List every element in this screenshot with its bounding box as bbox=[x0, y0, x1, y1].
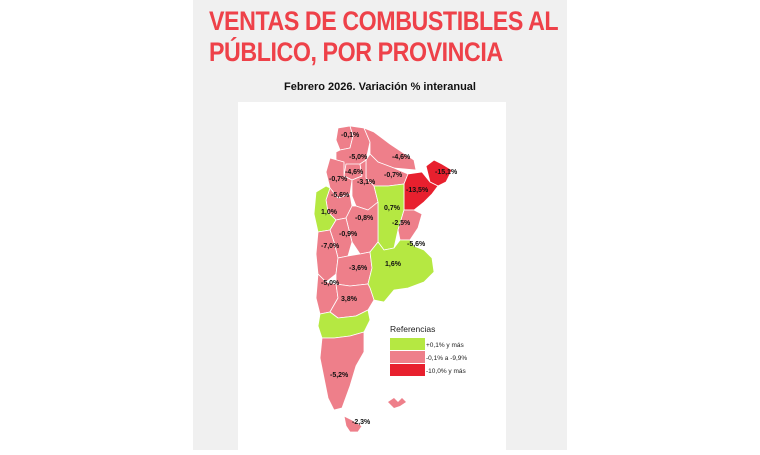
label-tucuman: -4,6% bbox=[345, 169, 364, 176]
page-title: VENTAS DE COMBUSTIBLES AL PÚBLICO, POR P… bbox=[209, 6, 559, 68]
label-jujuy: -0,1% bbox=[341, 132, 360, 139]
title-line-1: VENTAS DE COMBUSTIBLES AL bbox=[209, 6, 559, 36]
label-mendoza: -7,0% bbox=[321, 243, 340, 250]
label-rio-negro: 3,8% bbox=[341, 296, 358, 303]
province-chubut bbox=[317, 309, 371, 339]
map-subtitle: Febrero 2026. Variación % interanual bbox=[284, 81, 476, 93]
legend-label-negative-mild: -0,1% a -9,9% bbox=[426, 355, 467, 362]
infographic-card: VENTAS DE COMBUSTIBLES AL PÚBLICO, POR P… bbox=[193, 0, 567, 450]
label-san-juan: 1,0% bbox=[321, 209, 338, 216]
label-la-rioja: -5,6% bbox=[331, 192, 350, 199]
label-cordoba: -0,8% bbox=[355, 215, 374, 222]
province-santa-cruz bbox=[319, 331, 365, 411]
legend-label-negative-strong: -10,0% y más bbox=[426, 368, 466, 375]
legend-label-positive: +0,1% y más bbox=[426, 342, 465, 349]
label-santa-cruz: -5,2% bbox=[330, 372, 349, 379]
province-tierra-del-fuego bbox=[343, 415, 363, 433]
map-panel: -0,1% -5,0% -4,6% -4,6% -0,7% -0,7% -3,1… bbox=[238, 102, 506, 450]
legend-swatch-negative-strong bbox=[390, 364, 425, 376]
title-line-2: PÚBLICO, POR PROVINCIA bbox=[209, 37, 503, 67]
province-entre-rios bbox=[397, 209, 423, 241]
label-misiones: -15,1% bbox=[435, 169, 458, 176]
legend: Referencias +0,1% y más -0,1% a -9,9% -1… bbox=[390, 324, 467, 376]
province-formosa bbox=[363, 127, 417, 171]
label-buenos-aires: 1,6% bbox=[385, 261, 402, 268]
province-buenos-aires bbox=[367, 239, 435, 303]
label-san-luis: -0,9% bbox=[339, 231, 358, 238]
province-labels: -0,1% -5,0% -4,6% -4,6% -0,7% -0,7% -3,1… bbox=[321, 132, 458, 426]
label-santa-fe: 0,7% bbox=[384, 205, 401, 212]
malvinas-islands bbox=[388, 398, 406, 408]
label-santiago-del-estero: -3,1% bbox=[357, 179, 376, 186]
label-tierra-del-fuego: -2,3% bbox=[352, 419, 371, 426]
label-la-pampa: -3,6% bbox=[349, 265, 368, 272]
legend-swatch-positive bbox=[390, 338, 425, 350]
label-entre-rios: -2,5% bbox=[392, 220, 411, 227]
label-neuquen: -5,0% bbox=[321, 280, 340, 287]
legend-title: Referencias bbox=[390, 324, 435, 334]
label-chaco: -0,7% bbox=[384, 172, 403, 179]
label-catamarca: -0,7% bbox=[329, 176, 348, 183]
label-corrientes: -13,5% bbox=[406, 187, 429, 194]
argentina-map: -0,1% -5,0% -4,6% -4,6% -0,7% -0,7% -3,1… bbox=[313, 125, 467, 433]
label-salta: -5,0% bbox=[349, 154, 368, 161]
province-san-juan bbox=[313, 185, 337, 233]
label-buenos-aires-north: -5,6% bbox=[407, 241, 426, 248]
label-formosa: -4,6% bbox=[392, 154, 411, 161]
legend-swatch-negative-mild bbox=[390, 351, 425, 363]
